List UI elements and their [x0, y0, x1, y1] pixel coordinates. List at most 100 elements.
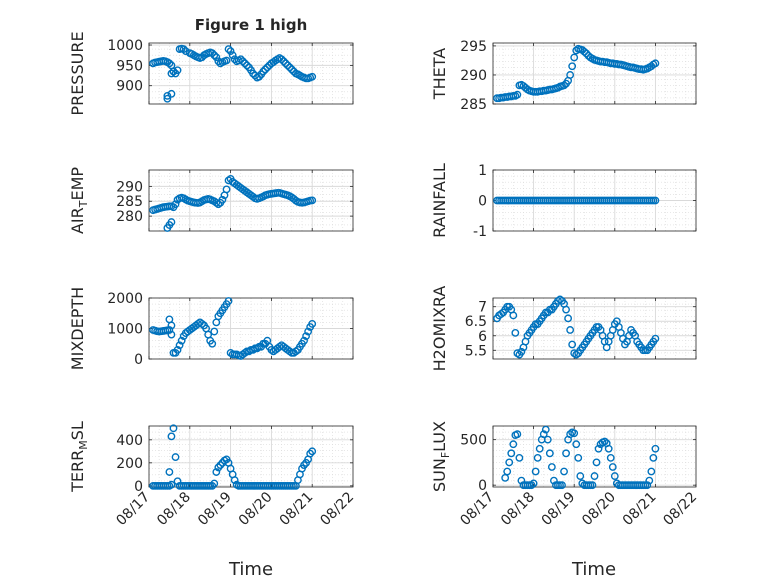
data-point — [560, 81, 568, 90]
data-point — [649, 453, 658, 462]
data-point — [167, 218, 176, 226]
data-point — [562, 449, 570, 458]
data-point — [222, 185, 231, 194]
data-point — [208, 339, 217, 348]
y-axis-label: THETA — [430, 48, 449, 100]
data-point — [533, 453, 542, 462]
x-tick-label: 08/22 — [317, 489, 357, 529]
data-point — [527, 481, 536, 490]
data-point — [167, 321, 176, 330]
data-point — [568, 340, 577, 349]
y-tick-label: 285 — [116, 194, 143, 210]
data-point — [517, 476, 526, 485]
data-point — [165, 326, 174, 334]
data-point — [600, 437, 609, 446]
x-tick-label: 08/22 — [660, 489, 700, 529]
data-point — [304, 327, 313, 336]
y-tick-label: 280 — [116, 209, 143, 225]
data-point — [210, 51, 219, 60]
data-point — [208, 49, 217, 58]
data-point — [604, 444, 613, 453]
data-point — [283, 61, 292, 70]
data-point — [238, 57, 247, 66]
data-point — [216, 461, 225, 470]
y-tick-label: -1 — [473, 224, 487, 240]
x-tick-label: 08/18 — [498, 489, 538, 529]
data-series — [149, 175, 317, 232]
data-point — [560, 467, 568, 476]
data-point — [163, 94, 172, 103]
data-point — [558, 481, 566, 490]
x-axis-label-left: Time — [228, 559, 273, 580]
x-tick-label: 08/20 — [236, 489, 276, 529]
data-point — [167, 69, 176, 78]
data-point — [503, 467, 512, 476]
data-series — [493, 44, 660, 103]
subplot-terr-msl: 0 200 400 TERRMSL 08/17 08/18 08/19 08/20 08/21 0… — [68, 421, 357, 529]
y-tick-label: 1000 — [107, 322, 143, 338]
data-point — [173, 477, 182, 486]
y-tick-label: 200 — [116, 456, 143, 472]
x-tick-label: 08/21 — [620, 489, 660, 529]
data-point — [594, 444, 603, 453]
x-tick-label: 08/17 — [113, 489, 153, 529]
y-tick-label: 950 — [116, 58, 143, 74]
y-tick-label: 290 — [116, 179, 143, 195]
subplot-rainfall: -1 0 1 RAINFALL — [430, 163, 697, 240]
data-series — [149, 44, 317, 103]
data-point — [281, 59, 290, 68]
data-point — [550, 476, 558, 485]
data-point — [167, 89, 176, 98]
data-point — [509, 311, 518, 320]
data-point — [647, 467, 656, 476]
data-point — [226, 47, 235, 56]
data-point — [535, 444, 544, 453]
x-tick-label: 08/21 — [277, 489, 317, 529]
y-tick-label: 1 — [478, 163, 487, 179]
y-tick-label: 0 — [134, 479, 143, 495]
data-point — [651, 196, 660, 205]
x-tick-label: 08/17 — [457, 489, 497, 529]
data-point — [169, 67, 178, 76]
data-point — [570, 429, 579, 438]
data-point — [285, 63, 294, 72]
y-tick-label: 1000 — [107, 38, 143, 54]
data-point — [287, 65, 296, 74]
y-tick-label: 7 — [478, 300, 487, 316]
data-point — [511, 328, 520, 337]
data-point — [291, 347, 300, 356]
data-point — [572, 440, 581, 449]
data-point — [261, 65, 270, 74]
data-point — [212, 468, 221, 476]
data-point — [214, 463, 223, 472]
data-point — [218, 195, 227, 204]
data-point — [167, 480, 176, 489]
data-point — [547, 463, 556, 471]
axes-box — [492, 42, 697, 105]
y-tick-label: 295 — [460, 39, 487, 55]
axes-box — [492, 297, 697, 360]
data-point — [175, 341, 184, 350]
data-point — [169, 424, 178, 433]
data-point — [651, 334, 660, 343]
data-point — [212, 53, 221, 62]
data-point — [245, 347, 253, 356]
data-point — [541, 425, 550, 434]
data-series — [493, 196, 660, 205]
subplot-theta: 285 290 295 THETA — [430, 39, 697, 113]
y-axis-label: SUNFLUX — [430, 421, 452, 492]
data-point — [224, 45, 233, 53]
data-point — [249, 345, 257, 354]
y-tick-label: 6 — [478, 329, 487, 345]
data-point — [545, 449, 554, 458]
data-point — [259, 67, 268, 76]
data-point — [240, 59, 249, 68]
data-point — [531, 467, 540, 476]
x-tick-label: 08/19 — [195, 489, 235, 529]
data-point — [513, 90, 522, 99]
data-point — [515, 453, 524, 462]
